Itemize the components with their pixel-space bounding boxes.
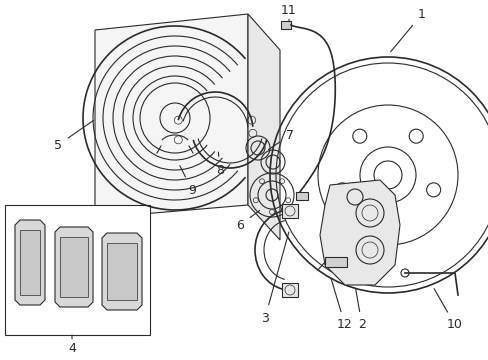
Polygon shape (15, 220, 45, 305)
Bar (325, 257, 346, 267)
Text: 7: 7 (268, 129, 293, 150)
Polygon shape (247, 14, 280, 240)
Bar (282, 204, 297, 218)
Bar (107, 243, 137, 300)
Text: 8: 8 (216, 152, 224, 176)
Polygon shape (95, 14, 247, 218)
Polygon shape (319, 180, 399, 285)
Text: 2: 2 (355, 289, 365, 332)
Polygon shape (55, 227, 93, 307)
Text: 6: 6 (236, 211, 259, 231)
Polygon shape (102, 233, 142, 310)
Text: 1: 1 (390, 8, 425, 52)
Text: 12: 12 (330, 279, 352, 332)
Bar (20, 230, 40, 295)
Text: 11: 11 (281, 4, 296, 21)
Bar (60, 237, 88, 297)
Bar (281, 21, 290, 29)
Text: 10: 10 (433, 289, 462, 332)
Bar (5, 205, 150, 335)
Text: 5: 5 (54, 120, 93, 152)
Text: 9: 9 (180, 166, 196, 197)
Bar (295, 192, 307, 200)
Text: 4: 4 (68, 335, 76, 355)
Text: 3: 3 (261, 232, 288, 324)
Bar (282, 283, 297, 297)
